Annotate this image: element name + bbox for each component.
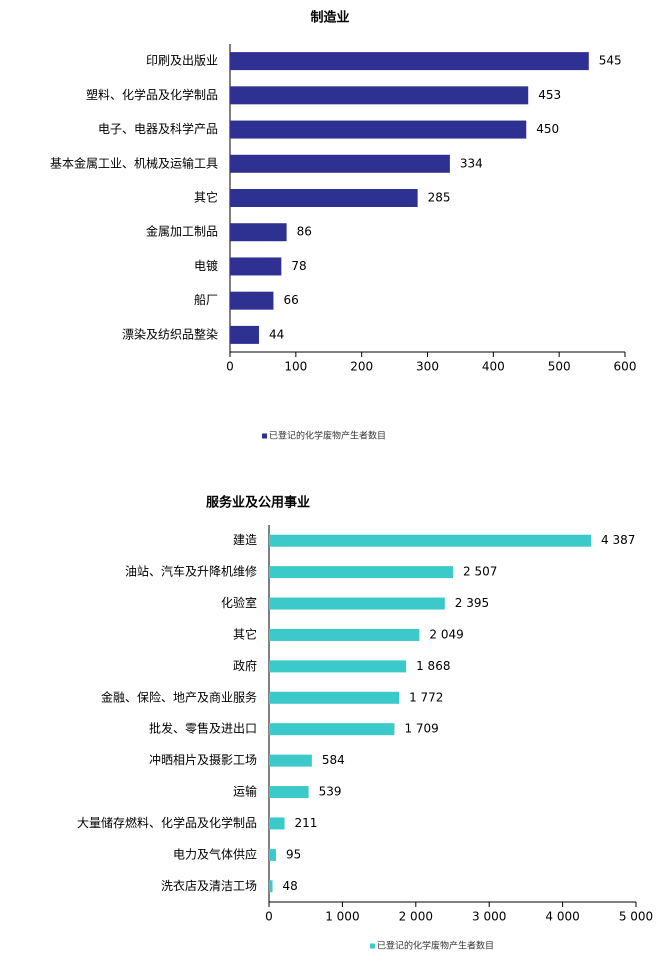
chart-title: 制造业 [310, 10, 349, 26]
bar [269, 534, 592, 547]
bar [230, 52, 589, 71]
x-tick-label: 3 000 [472, 910, 506, 924]
value-label: 4 387 [601, 533, 635, 547]
bar [230, 189, 418, 207]
value-label: 86 [297, 225, 312, 239]
category-label: 油站、汽车及升降机维修 [125, 564, 257, 579]
bar [269, 754, 312, 767]
category-label: 运输 [233, 784, 257, 799]
chart-title: 服务业及公用事业 [206, 495, 310, 511]
bar [269, 786, 309, 799]
category-label: 印刷及出版业 [146, 54, 218, 68]
category-label: 金属加工制品 [146, 224, 218, 239]
category-label: 其它 [194, 190, 218, 205]
x-tick-label: 0 [265, 910, 273, 924]
x-tick-label: 500 [548, 360, 571, 374]
bar [230, 325, 259, 344]
legend: 已登记的化学废物产生者数目 [377, 940, 494, 952]
value-label: 545 [599, 54, 622, 68]
x-tick-label: 300 [416, 360, 439, 374]
legend-swatch [370, 943, 375, 949]
bar [230, 86, 529, 105]
category-label: 电子、电器及科学产品 [98, 121, 218, 136]
value-label: 1 709 [404, 722, 438, 736]
category-label: 化验室 [221, 595, 257, 610]
category-label: 政府 [233, 658, 257, 673]
bar [230, 154, 450, 173]
bar [230, 291, 274, 310]
value-label: 1 868 [416, 659, 450, 673]
bar [269, 628, 420, 641]
value-label: 2 395 [455, 596, 489, 610]
bar [269, 880, 273, 893]
legend-swatch [262, 433, 267, 439]
category-label: 金融、保险、地产及商业服务 [101, 689, 257, 704]
category-label: 大量储存燃料、化学品及化学制品 [77, 815, 257, 830]
category-label: 洗衣店及清洁工场 [161, 878, 257, 893]
bar [269, 691, 400, 704]
bar [230, 223, 287, 242]
bar [230, 120, 527, 139]
x-tick-label: 2 000 [399, 910, 433, 924]
category-label: 漂染及纺织品整染 [122, 326, 218, 341]
value-label: 48 [283, 879, 298, 893]
value-label: 1 772 [409, 690, 443, 704]
value-label: 44 [269, 327, 284, 341]
category-label: 塑料、化学品及化学制品 [86, 87, 218, 102]
value-label: 2 507 [463, 565, 497, 579]
x-tick-label: 200 [350, 360, 373, 374]
category-label: 其它 [233, 626, 257, 641]
bar [269, 566, 454, 579]
value-label: 2 049 [429, 627, 463, 641]
bar [269, 817, 285, 830]
bar [269, 723, 395, 736]
value-label: 334 [460, 156, 483, 170]
category-label: 建造 [233, 533, 257, 547]
x-tick-label: 4 000 [545, 910, 579, 924]
x-tick-label: 0 [226, 360, 234, 374]
value-label: 285 [428, 191, 451, 205]
value-label: 211 [294, 816, 317, 830]
category-label: 电力及气体供应 [173, 846, 257, 861]
x-tick-label: 1 000 [325, 910, 359, 924]
x-tick-label: 400 [482, 360, 505, 374]
value-label: 66 [283, 293, 298, 307]
x-tick-label: 5 000 [619, 910, 653, 924]
value-label: 95 [286, 847, 301, 861]
category-label: 批发、零售及进出口 [149, 721, 257, 736]
value-label: 450 [536, 122, 559, 136]
category-label: 船厂 [194, 293, 218, 307]
bar [269, 597, 445, 610]
value-label: 453 [538, 88, 561, 102]
category-label: 冲晒相片及摄影工场 [149, 752, 257, 767]
category-label: 电镀 [194, 259, 218, 273]
bar [269, 660, 407, 673]
bar [269, 848, 276, 861]
value-label: 78 [291, 259, 306, 273]
x-tick-label: 100 [284, 360, 307, 374]
legend: 已登记的化学废物产生者数目 [269, 430, 386, 442]
category-label: 基本金属工业、机械及运输工具 [50, 155, 218, 170]
bar [230, 257, 282, 276]
value-label: 539 [319, 785, 342, 799]
x-tick-label: 600 [614, 360, 637, 374]
value-label: 584 [322, 753, 345, 767]
